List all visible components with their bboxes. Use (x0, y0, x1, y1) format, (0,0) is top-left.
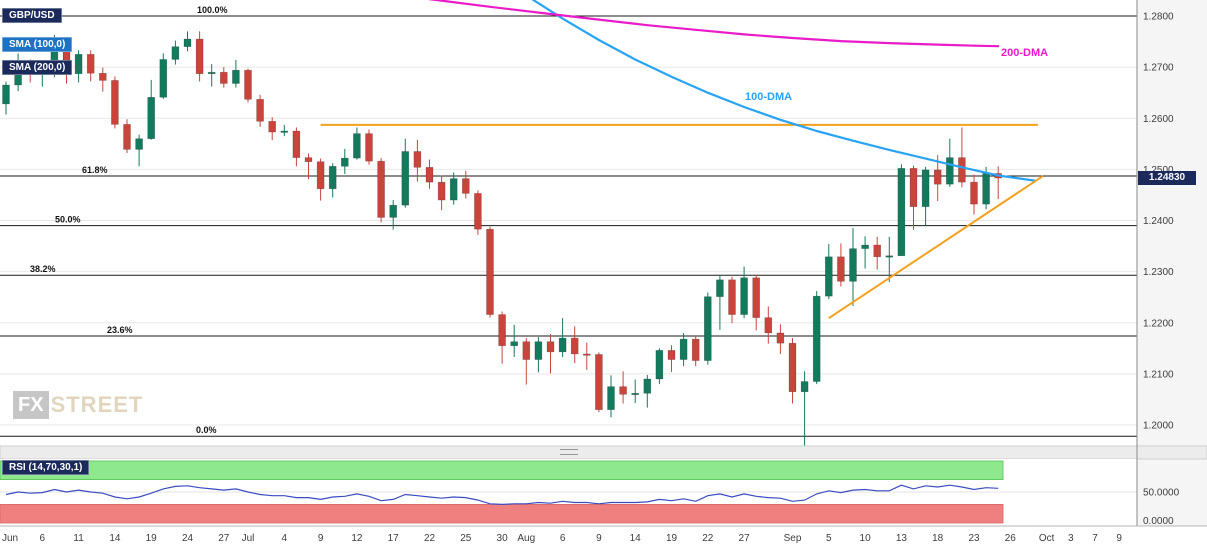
svg-text:1.2000: 1.2000 (1143, 421, 1174, 432)
time-axis-label: 17 (387, 533, 399, 544)
time-axis-label: Aug (517, 533, 536, 544)
support-trendline (828, 175, 1044, 319)
time-axis-label: 9 (317, 533, 324, 544)
svg-text:61.8%: 61.8% (82, 165, 108, 175)
splitter-grip[interactable] (560, 449, 578, 455)
panel-splitter (0, 445, 1207, 460)
200-dma-line (428, 0, 1000, 48)
svg-text:1.2500: 1.2500 (1143, 165, 1174, 176)
svg-text:38.2%: 38.2% (30, 264, 56, 274)
svg-text:50.0%: 50.0% (55, 215, 81, 225)
symbol-badge[interactable]: GBP/USD (2, 8, 62, 23)
rsi-overbought-band (0, 460, 1004, 481)
time-axis-label: Oct (1038, 533, 1055, 544)
svg-text:50.0000: 50.0000 (1143, 488, 1180, 499)
time-axis-label: 26 (1004, 533, 1016, 544)
svg-text:23.6%: 23.6% (107, 325, 133, 335)
svg-text:1.2100: 1.2100 (1143, 369, 1174, 380)
last-price-tag: 1.24830 (1138, 171, 1196, 186)
price-axis-labels: 1.2800 1.2700 1.2600 1.2500 1.2400 1.2300 1.22… (1143, 12, 1174, 432)
time-axis-label: 9 (1116, 533, 1122, 544)
time-axis-label: 27 (218, 533, 230, 544)
svg-text:1.2700: 1.2700 (1143, 63, 1174, 74)
svg-text:0.0%: 0.0% (196, 425, 217, 435)
time-axis-label: 30 (496, 533, 508, 544)
time-axis-label: 12 (351, 533, 363, 544)
label-200dma: 200-DMA (1001, 47, 1049, 59)
fxstreet-logo-fx: FX (13, 391, 49, 419)
time-axis-label: 4 (281, 533, 288, 544)
svg-text:100.0%: 100.0% (197, 5, 228, 15)
time-axis-label: 10 (859, 533, 871, 544)
time-axis: Jun 6 11 14 19 24 27 Jul 4 9 12 17 22 25 30 Aug 6 9 14 19 22… (0, 526, 1207, 555)
time-axis-label: 9 (596, 533, 602, 544)
svg-text:1.2300: 1.2300 (1143, 267, 1174, 278)
time-axis-label: 14 (109, 533, 121, 544)
time-axis-label: 13 (895, 533, 907, 544)
svg-text:1.2200: 1.2200 (1143, 318, 1174, 329)
candles (2, 31, 1003, 446)
time-axis-label: 6 (559, 533, 566, 544)
time-axis-label: 14 (629, 533, 641, 544)
time-axis-label: 3 (1068, 533, 1074, 544)
time-axis-label: 5 (826, 533, 832, 544)
time-axis-label: 19 (145, 533, 157, 544)
time-axis-label: Jun (1, 533, 19, 544)
time-axis-label: 6 (39, 533, 46, 544)
svg-text:1.2800: 1.2800 (1143, 12, 1174, 23)
price-axis-strip (1137, 0, 1207, 526)
time-axis-label: 23 (968, 533, 980, 544)
sma200-badge[interactable]: SMA (200,0) (2, 60, 73, 75)
time-axis-label: 7 (1092, 533, 1098, 544)
time-axis-label: 27 (738, 533, 750, 544)
time-axis-label: Sep (783, 533, 802, 544)
time-axis-label: 19 (665, 533, 678, 544)
time-axis-strip (0, 526, 1207, 555)
fxstreet-watermark: FX STREET (13, 391, 143, 419)
fxstreet-logo-street: STREET (50, 392, 144, 417)
sma100-badge[interactable]: SMA (100,0) (2, 37, 73, 52)
rsi-badge[interactable]: RSI (14,70,30,1) (2, 460, 90, 475)
time-axis-label: 24 (181, 533, 194, 544)
svg-text:1.2400: 1.2400 (1143, 216, 1174, 227)
rsi-oversold-band (0, 503, 1004, 524)
rsi-line (5, 484, 999, 506)
time-axis-label: 11 (73, 533, 84, 544)
label-100dma: 100-DMA (745, 91, 793, 103)
time-axis-label: 18 (932, 533, 944, 544)
svg-text:1.2600: 1.2600 (1143, 114, 1174, 125)
time-axis-label: Jul (241, 533, 255, 544)
time-axis-label: 22 (702, 533, 714, 544)
100-dma-line (531, 0, 1036, 182)
time-axis-label: 25 (460, 533, 472, 544)
svg-text:0.0000: 0.0000 (1143, 516, 1174, 527)
time-axis-label: 22 (423, 533, 436, 544)
